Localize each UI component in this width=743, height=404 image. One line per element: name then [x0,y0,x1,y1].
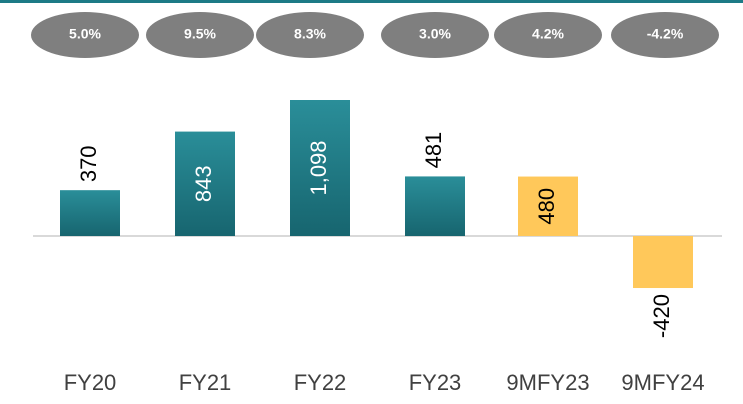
bar [60,190,120,236]
x-tick-label: 9MFY23 [506,370,589,395]
value-label: 1,098 [306,140,331,195]
growth-label: -4.2% [647,26,684,42]
bar [290,100,350,236]
growth-badge [256,12,364,58]
bar [518,176,578,236]
bar [175,131,235,236]
bar [405,176,465,236]
growth-label: 3.0% [419,26,451,42]
growth-label: 8.3% [294,26,326,42]
x-tick-label: FY23 [409,370,462,395]
growth-label: 9.5% [184,26,216,42]
value-label: -420 [649,294,674,338]
x-tick-label: 9MFY24 [621,370,704,395]
x-tick-label: FY21 [179,370,232,395]
value-label: 370 [76,145,101,182]
value-label: 843 [191,165,216,202]
top-rule [0,0,743,3]
growth-badge [146,12,254,58]
x-tick-label: FY22 [294,370,347,395]
value-label: 480 [534,188,559,225]
x-tick-label: FY20 [64,370,117,395]
growth-label: 5.0% [69,26,101,42]
growth-badge [31,12,139,58]
bar [633,236,693,289]
growth-badge [494,12,602,58]
growth-badge [611,12,719,58]
growth-label: 4.2% [532,26,564,42]
value-label: 481 [421,132,446,169]
growth-badge [381,12,489,58]
